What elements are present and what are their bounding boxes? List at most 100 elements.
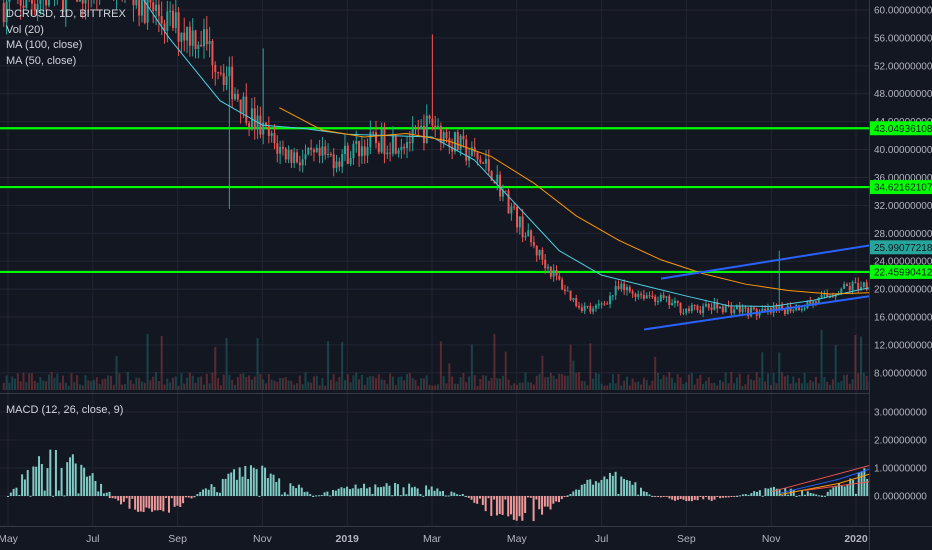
legend-ma50[interactable]: MA (50, close) [6, 54, 77, 67]
macd-histogram-bar [569, 493, 572, 496]
volume-bar [594, 372, 597, 390]
price-tick-label: 20.00000000 [874, 285, 932, 296]
volume-bar [391, 376, 394, 390]
volume-bar [792, 376, 795, 390]
macd-histogram-bar [368, 487, 371, 496]
volume-bar [769, 384, 772, 390]
volume-bar [758, 377, 761, 390]
macd-histogram-bar [170, 496, 173, 499]
macd-histogram-bar [775, 488, 778, 496]
macd-histogram-bar [196, 494, 199, 496]
macd-lower-trendline [805, 481, 869, 491]
candle-body [614, 286, 617, 296]
volume-bar [375, 378, 377, 390]
legend-macd[interactable]: MACD (12, 26, close, 9) [6, 404, 124, 416]
macd-axis[interactable]: 3.00000000 2.00000000 1.00000000 0.00000000 [874, 408, 927, 503]
candle-body [707, 304, 710, 308]
macd-histogram-bar [597, 482, 600, 496]
volume-bar [738, 373, 741, 390]
volume-bar [115, 355, 118, 390]
volume-bar [549, 372, 552, 390]
candle-body [693, 305, 696, 307]
legend-ma100[interactable]: MA (100, close) [6, 39, 83, 51]
macd-histogram-bar [555, 496, 558, 502]
candle-body [451, 146, 454, 152]
macd-histogram-bar [60, 467, 63, 496]
volume-bar [662, 374, 665, 390]
candle-body [572, 298, 575, 300]
candle-body [521, 216, 524, 238]
time-tick-label: Nov [762, 533, 781, 545]
volume-bar [36, 382, 39, 390]
volume-bar [33, 380, 36, 390]
macd-histogram-bar [651, 496, 654, 497]
macd-histogram-bar [66, 462, 69, 496]
volume-bar [603, 385, 606, 390]
level-tag [870, 121, 932, 136]
volume-bar [394, 385, 397, 390]
volume-bar [327, 341, 330, 390]
volume-bar [140, 381, 143, 390]
macd-histogram-bar [464, 496, 467, 497]
macd-histogram-bar [798, 495, 801, 497]
price-axis[interactable]: 60.00000000 56.00000000 52.00000000 48.0000… [870, 6, 932, 380]
volume-bar [445, 383, 448, 390]
candle-body [205, 29, 208, 45]
time-tick-label: Jul [86, 533, 99, 545]
volume-bar [250, 379, 253, 390]
volume-bar [527, 382, 530, 390]
support-resistance-levels [0, 127, 869, 274]
candle-body [710, 307, 713, 310]
volume-bar [109, 375, 112, 390]
macd-histogram-bar [29, 495, 32, 497]
volume-bar [831, 379, 834, 390]
macd-histogram-bar [320, 494, 323, 496]
volume-bar [310, 382, 313, 390]
macd-tick-label: 2.00000000 [874, 436, 927, 447]
volume-bar [874, 385, 876, 390]
volume-bar [2, 383, 5, 390]
candle-body [369, 132, 372, 148]
macd-histogram-bar [461, 493, 464, 496]
candle-body [538, 249, 541, 256]
candle-body [425, 115, 428, 144]
ma50-line [143, 0, 869, 308]
volume-bar [772, 373, 775, 390]
macd-histogram-bar [108, 496, 111, 499]
volume-bar [860, 336, 863, 390]
legend-symbol[interactable]: DCRUSD, 1D, BITTREX [6, 8, 126, 20]
candle-body [513, 206, 516, 208]
macd-histogram-bar [648, 494, 651, 496]
candle-body [623, 283, 626, 291]
macd-histogram-bar [747, 494, 750, 496]
macd-histogram-bar [450, 491, 453, 496]
candle-body [324, 146, 327, 155]
macd-histogram-bar [852, 480, 855, 496]
macd-histogram-bar [484, 496, 487, 512]
macd-histogram-bar [580, 484, 583, 496]
time-axis[interactable]: May Jul Sep Nov 2019 Mar May Jul Sep Nov 2020 [0, 533, 868, 545]
volume-bar [234, 385, 236, 390]
price-tick-label: 12.00000000 [874, 340, 932, 351]
macd-histogram-bar [315, 495, 318, 497]
volume-bar [188, 372, 191, 390]
volume-bar [380, 379, 383, 390]
volume-bar [783, 376, 786, 390]
macd-histogram-bar [134, 496, 137, 510]
volume-bar [256, 338, 259, 390]
time-tick-label: Sep [677, 533, 696, 545]
candle-body [575, 298, 578, 307]
candle-body [713, 302, 716, 310]
macd-histogram-bar [326, 491, 329, 496]
volume-bar [580, 380, 583, 390]
candle-body [321, 146, 324, 156]
macd-histogram-bar [252, 467, 255, 496]
candle-body [281, 146, 284, 149]
legend-volume[interactable]: Vol (20) [6, 23, 44, 36]
candle-body [530, 230, 533, 243]
macd-histogram-bar [363, 483, 366, 496]
volume-bar [56, 373, 59, 390]
candle-body [665, 296, 668, 298]
volume-bar [470, 344, 473, 390]
